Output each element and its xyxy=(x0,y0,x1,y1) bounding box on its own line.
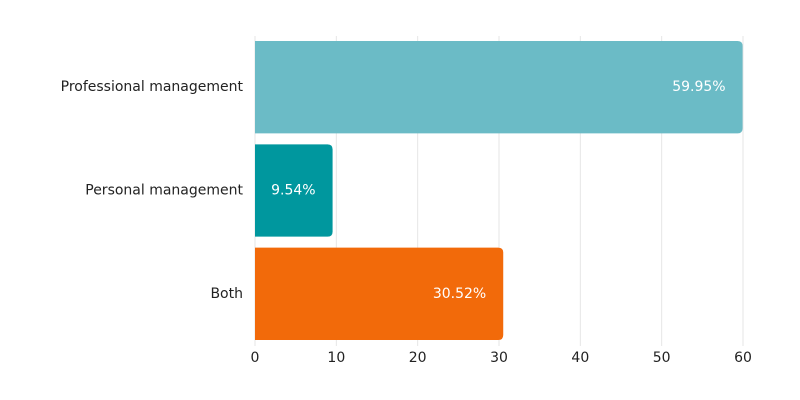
x-tick-label: 30 xyxy=(490,350,508,366)
x-tick-label: 50 xyxy=(653,350,671,366)
x-tick-label: 10 xyxy=(327,350,345,366)
y-tick-label: Professional management xyxy=(61,79,244,95)
value-label: 59.95% xyxy=(672,79,725,95)
value-label: 9.54% xyxy=(271,183,315,199)
bar xyxy=(255,41,743,134)
bar xyxy=(255,144,333,237)
x-tick-label: 20 xyxy=(409,350,427,366)
y-tick-label: Both xyxy=(210,286,243,302)
bar xyxy=(255,247,504,340)
y-tick-label: Personal management xyxy=(85,183,243,199)
x-tick-label: 0 xyxy=(251,350,260,366)
value-label: 30.52% xyxy=(433,286,486,302)
x-tick-label: 40 xyxy=(571,350,589,366)
x-tick-label: 60 xyxy=(734,350,752,366)
